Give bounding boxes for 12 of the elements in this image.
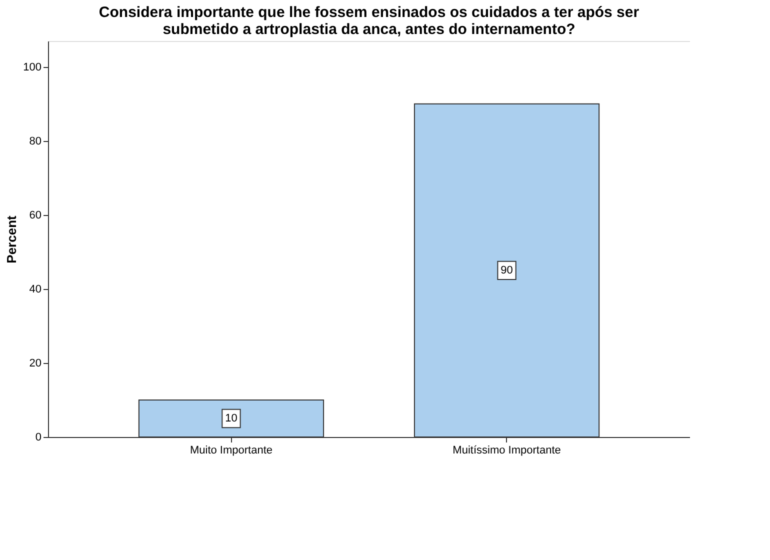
y-tick-label: 80 xyxy=(29,135,42,148)
data-label: 90 xyxy=(500,264,513,276)
y-tick-label: 20 xyxy=(29,357,42,370)
y-tick-label: 60 xyxy=(29,209,42,222)
y-tick-label: 100 xyxy=(23,61,42,74)
y-tick-label: 40 xyxy=(29,283,42,296)
y-tick-label: 0 xyxy=(35,432,42,444)
chart-title: Considera importante que lhe fossem ensinados os cuidados a ter após ser submetido a artroplastia da anca, antes do internamento? xyxy=(98,4,640,38)
data-label: 10 xyxy=(225,412,238,424)
y-axis-title: Percent xyxy=(4,214,20,264)
x-tick-label: Muitíssimo Importante xyxy=(452,444,561,456)
x-tick-label: Muito Importante xyxy=(190,444,273,456)
